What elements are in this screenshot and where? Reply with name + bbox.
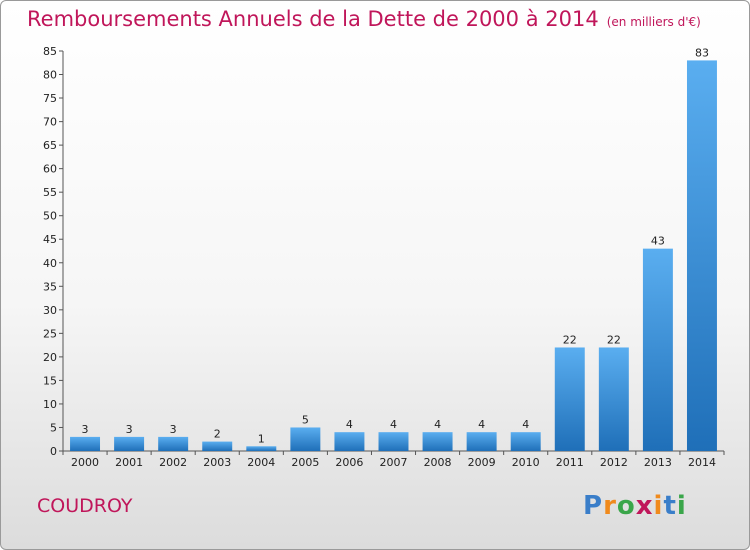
x-tick-label: 2011 [556,456,584,469]
bar [378,432,409,451]
bar-value-label: 3 [170,423,177,436]
logo-letter: i [676,491,687,521]
x-tick-label: 2005 [291,456,319,469]
bar [422,432,453,451]
y-tick-label: 80 [43,69,57,82]
bar-value-label: 5 [302,413,309,426]
bar-value-label: 4 [522,418,529,431]
x-tick-label: 2010 [512,456,540,469]
bar-value-label: 4 [390,418,397,431]
bar-value-label: 43 [651,235,665,248]
y-tick-label: 55 [43,186,57,199]
y-tick-label: 45 [43,233,57,246]
bar-value-label: 22 [563,333,577,346]
y-tick-label: 5 [50,421,57,434]
y-tick-label: 0 [50,445,57,458]
x-tick-label: 2001 [115,456,143,469]
y-tick-label: 50 [43,210,57,223]
bar [466,432,497,451]
bar-value-label: 3 [82,423,89,436]
y-tick-label: 15 [43,374,57,387]
logo-letter: i [653,491,664,521]
y-tick-label: 25 [43,327,57,340]
y-tick-label: 85 [43,45,57,58]
bar [510,432,541,451]
logo-letter: t [663,491,677,521]
y-tick-label: 75 [43,92,57,105]
bar [114,436,145,451]
y-tick-label: 70 [43,116,57,129]
bar [334,432,365,451]
bar [290,427,321,451]
bar-value-label: 2 [214,428,221,441]
bar-value-label: 4 [346,418,353,431]
bar [554,347,585,451]
proxiti-logo: Proxiti [583,491,687,521]
bar [70,436,101,451]
y-tick-label: 10 [43,398,57,411]
bar [642,248,673,451]
x-tick-label: 2004 [247,456,275,469]
chart-unit-note: (en milliers d'€) [606,15,701,29]
bar-value-label: 4 [434,418,441,431]
x-tick-label: 2007 [380,456,408,469]
bar [686,60,717,451]
y-tick-label: 60 [43,163,57,176]
bar [202,441,233,451]
x-tick-label: 2006 [335,456,363,469]
x-tick-label: 2002 [159,456,187,469]
bar-value-label: 3 [126,423,133,436]
chart-title: Remboursements Annuels de la Dette de 20… [27,7,701,31]
commune-name: COUDROY [37,495,133,517]
y-tick-label: 35 [43,280,57,293]
logo-letter: r [603,491,617,521]
y-tick-label: 30 [43,304,57,317]
x-tick-label: 2000 [71,456,99,469]
x-tick-label: 2012 [600,456,628,469]
bar-value-label: 83 [695,46,709,59]
bar-value-label: 1 [258,432,265,445]
bar-value-label: 4 [478,418,485,431]
logo-letter: P [583,491,604,521]
bar [158,436,189,451]
bar-value-label: 22 [607,333,621,346]
x-tick-label: 2008 [424,456,452,469]
x-tick-label: 2003 [203,456,231,469]
bar [598,347,629,451]
y-tick-label: 40 [43,257,57,270]
chart-title-text: Remboursements Annuels de la Dette de 20… [27,7,599,31]
x-tick-label: 2014 [688,456,716,469]
x-tick-label: 2013 [644,456,672,469]
y-tick-label: 65 [43,139,57,152]
bar [246,446,277,451]
logo-letter: x [635,491,654,521]
x-tick-label: 2009 [468,456,496,469]
y-tick-label: 20 [43,351,57,364]
logo-letter: o [616,491,636,521]
